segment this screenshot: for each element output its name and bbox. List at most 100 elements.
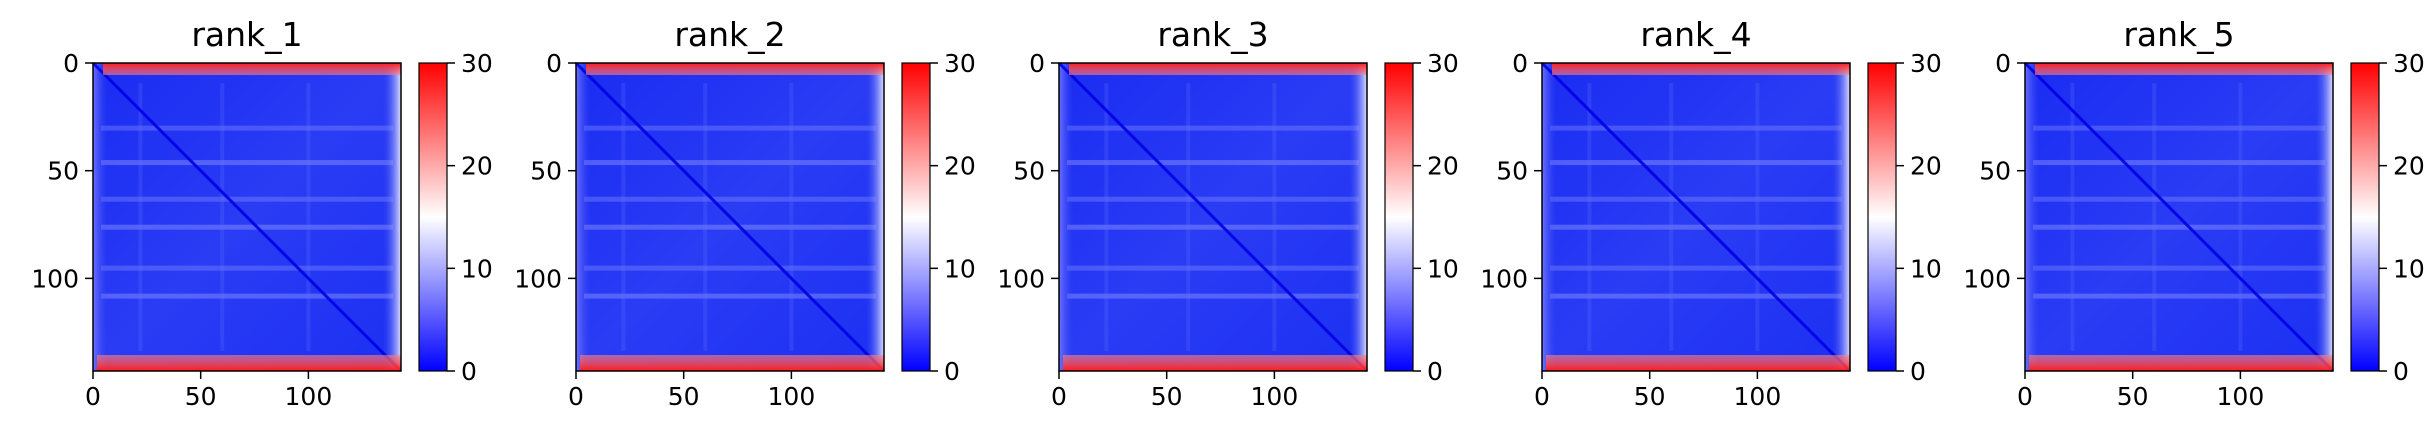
colorbar	[419, 63, 447, 371]
heatmap-streak	[101, 293, 393, 299]
heatmap-edge	[866, 63, 884, 371]
colorbar-tick-label: 0	[1910, 357, 1926, 386]
heatmap-streak	[2033, 293, 2325, 299]
x-tick-label: 0	[2017, 382, 2033, 411]
heatmap-streak	[621, 83, 626, 351]
heatmap-panel-3: rank_3 0 50 100 0 50 100 0 10 20 30	[997, 15, 1459, 411]
x-tick-label: 50	[1151, 382, 1183, 411]
x-tick-label: 0	[1051, 382, 1067, 411]
colorbar-frame	[1384, 62, 1414, 372]
heatmap-edge	[2025, 63, 2039, 371]
colorbar-tick-label: 20	[944, 152, 976, 181]
y-tick-label: 100	[1963, 264, 2011, 293]
y-tick-label: 100	[514, 264, 562, 293]
heatmap-edge	[2315, 63, 2333, 371]
y-tick-label: 50	[530, 157, 562, 186]
colorbar-tick-label: 10	[2393, 254, 2425, 283]
heatmap-streak	[2238, 83, 2243, 351]
x-tick-label: 100	[1251, 382, 1299, 411]
y-tick-label: 50	[1496, 157, 1528, 186]
heatmap-streak	[2033, 160, 2325, 166]
heatmap-streak	[2070, 83, 2075, 351]
panel-title: rank_4	[1640, 15, 1751, 54]
colorbar-tick-label: 10	[461, 254, 493, 283]
colorbar-tick-label: 20	[1910, 152, 1942, 181]
x-tick-label: 50	[2117, 382, 2149, 411]
colorbar-tick-label: 20	[2393, 152, 2425, 181]
heatmap-streak	[1272, 83, 1277, 351]
colorbar	[2351, 63, 2379, 371]
heatmap-panel-2: rank_2 0 50 100 0 50 100 0 10 20 30	[514, 15, 976, 411]
colorbar-frame	[901, 62, 931, 372]
heatmap-streak	[1067, 265, 1359, 271]
colorbar-tick-label: 10	[944, 254, 976, 283]
colorbar	[902, 63, 930, 371]
heatmap-streak	[584, 293, 876, 299]
heatmap-bottom-band	[2029, 355, 2333, 371]
axes-frame	[2024, 62, 2334, 372]
panel-title: rank_3	[1157, 15, 1268, 54]
colorbar-tick-label: 0	[1427, 357, 1443, 386]
heatmap-panel-4: rank_4 0 50 100 0 50 100 0 10 20 30	[1480, 15, 1942, 411]
heatmap-edge	[383, 63, 401, 371]
colorbar-tick-label: 20	[461, 152, 493, 181]
axes-frame	[1058, 62, 1368, 372]
colorbar-tick-label: 0	[944, 357, 960, 386]
y-tick-label: 100	[997, 264, 1045, 293]
heatmap-streak	[1669, 83, 1674, 351]
heatmap-top-band	[1552, 63, 1850, 75]
y-tick-label: 0	[1512, 49, 1528, 78]
heatmap-streak	[1550, 224, 1842, 230]
heatmap-streak	[306, 83, 311, 351]
heatmap-streak	[703, 83, 708, 351]
heatmap-streak	[2033, 196, 2325, 202]
heatmap-streak	[101, 224, 393, 230]
heatmap-bottom-band	[580, 355, 884, 371]
heatmap-streak	[101, 125, 393, 131]
y-tick-label: 0	[1995, 49, 2011, 78]
heatmap-diagonal	[1540, 61, 1852, 373]
colorbar	[1385, 63, 1413, 371]
y-tick-label: 50	[1013, 157, 1045, 186]
heatmap-top-band	[103, 63, 401, 75]
axes-frame	[575, 62, 885, 372]
heatmap-edge	[93, 63, 107, 371]
y-tick-label: 50	[1979, 157, 2011, 186]
heatmap-bottom-band	[97, 355, 401, 371]
heatmap-streak	[101, 196, 393, 202]
heatmap-streak	[1550, 160, 1842, 166]
colorbar-tick-label: 10	[1427, 254, 1459, 283]
heatmap-panel-5: rank_5 0 50 100 0 50 100 0 10 20 30	[1963, 15, 2425, 411]
heatmap-streak	[1067, 293, 1359, 299]
x-tick-label: 0	[1534, 382, 1550, 411]
heatmap-streak	[1186, 83, 1191, 351]
heatmap-streak	[584, 265, 876, 271]
heatmap-streak	[1067, 224, 1359, 230]
x-tick-label: 50	[668, 382, 700, 411]
heatmap-streak	[101, 160, 393, 166]
y-tick-label: 0	[546, 49, 562, 78]
heatmap-diagonal	[91, 61, 403, 373]
heatmap-panel-1: rank_1 0 50 100 0 50 100 0 10 20 30	[31, 15, 493, 411]
heatmap-streak	[584, 196, 876, 202]
heatmap-bottom-band	[1546, 355, 1850, 371]
heatmap-streak	[1587, 83, 1592, 351]
heatmap-edge	[1832, 63, 1850, 371]
y-tick-label: 0	[63, 49, 79, 78]
x-tick-label: 0	[85, 382, 101, 411]
x-tick-label: 100	[1734, 382, 1782, 411]
colorbar-tick-label: 30	[2393, 49, 2425, 78]
heatmap-top-band	[586, 63, 884, 75]
y-tick-label: 100	[1480, 264, 1528, 293]
colorbar-frame	[2350, 62, 2380, 372]
heatmap-streak	[1067, 196, 1359, 202]
y-tick-label: 0	[1029, 49, 1045, 78]
heatmap-streak	[2152, 83, 2157, 351]
colorbar-tick-label: 20	[1427, 152, 1459, 181]
heatmap-streak	[584, 160, 876, 166]
heatmap-streak	[1550, 265, 1842, 271]
y-tick-label: 100	[31, 264, 79, 293]
colorbar-frame	[1867, 62, 1897, 372]
heatmap-streak	[1550, 125, 1842, 131]
heatmap-streak	[584, 125, 876, 131]
